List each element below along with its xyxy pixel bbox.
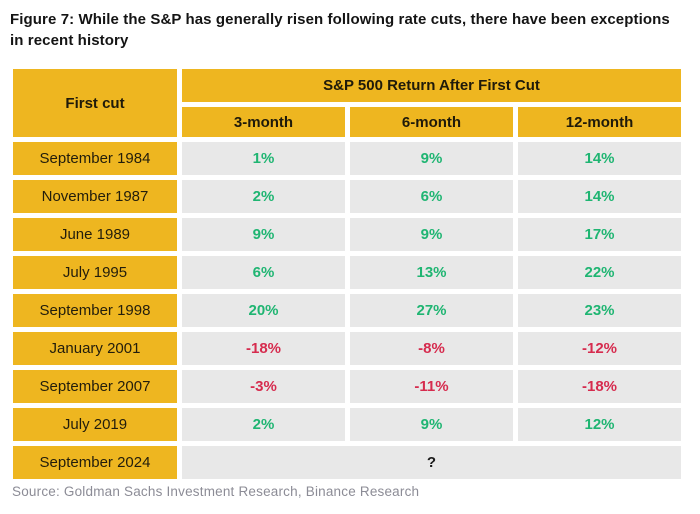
group-header: S&P 500 Return After First Cut bbox=[182, 69, 681, 102]
value-cell: 2% bbox=[182, 408, 345, 441]
header-row-periods: 3-month 6-month 12-month bbox=[13, 107, 681, 137]
value-cell: 1% bbox=[182, 142, 345, 175]
value-cell: -18% bbox=[518, 370, 681, 403]
value-cell: 9% bbox=[350, 408, 513, 441]
table-row-1998: September 1998 20% 27% 23% bbox=[13, 294, 681, 327]
table-row-1995: July 1995 6% 13% 22% bbox=[13, 256, 681, 289]
value-cell: -12% bbox=[518, 332, 681, 365]
col-header-3-month: 3-month bbox=[182, 107, 345, 137]
table-row-1987: November 1987 2% 6% 14% bbox=[13, 180, 681, 213]
row-label: July 2019 bbox=[13, 408, 177, 441]
row-label: July 1995 bbox=[13, 256, 177, 289]
value-cell: 6% bbox=[350, 180, 513, 213]
value-cell: 9% bbox=[182, 218, 345, 251]
value-cell: 20% bbox=[182, 294, 345, 327]
value-cell: 27% bbox=[350, 294, 513, 327]
row-label: June 1989 bbox=[13, 218, 177, 251]
table-row-2019: July 2019 2% 9% 12% bbox=[13, 408, 681, 441]
table-row-2024: September 2024 ? bbox=[13, 446, 681, 479]
value-cell: 14% bbox=[518, 180, 681, 213]
row-label: November 1987 bbox=[13, 180, 177, 213]
row-label: September 1998 bbox=[13, 294, 177, 327]
value-cell: -8% bbox=[350, 332, 513, 365]
table-row-1989: June 1989 9% 9% 17% bbox=[13, 218, 681, 251]
value-cell: 17% bbox=[518, 218, 681, 251]
value-cell: 6% bbox=[182, 256, 345, 289]
first-cut-header: First cut bbox=[13, 69, 177, 137]
value-cell: 22% bbox=[518, 256, 681, 289]
value-cell: -3% bbox=[182, 370, 345, 403]
row-label: September 1984 bbox=[13, 142, 177, 175]
value-cell: 9% bbox=[350, 218, 513, 251]
row-label: January 2001 bbox=[13, 332, 177, 365]
table-row-1984: September 1984 1% 9% 14% bbox=[13, 142, 681, 175]
source-attribution: Source: Goldman Sachs Investment Researc… bbox=[12, 484, 420, 499]
value-cell: 2% bbox=[182, 180, 345, 213]
value-cell: -18% bbox=[182, 332, 345, 365]
table-row-2001: January 2001 -18% -8% -12% bbox=[13, 332, 681, 365]
col-header-12-month: 12-month bbox=[518, 107, 681, 137]
table-row-2007: September 2007 -3% -11% -18% bbox=[13, 370, 681, 403]
value-cell: 9% bbox=[350, 142, 513, 175]
row-label: September 2024 bbox=[13, 446, 177, 479]
value-cell: 23% bbox=[518, 294, 681, 327]
value-cell: 13% bbox=[350, 256, 513, 289]
header-row-group: First cut S&P 500 Return After First Cut bbox=[13, 69, 681, 137]
pending-value-cell: ? bbox=[182, 446, 681, 479]
returns-table: First cut S&P 500 Return After First Cut… bbox=[8, 64, 686, 484]
value-cell: 14% bbox=[518, 142, 681, 175]
row-label: September 2007 bbox=[13, 370, 177, 403]
value-cell: -11% bbox=[350, 370, 513, 403]
figure-title: Figure 7: While the S&P has generally ri… bbox=[10, 11, 670, 49]
col-header-6-month: 6-month bbox=[350, 107, 513, 137]
value-cell: 12% bbox=[518, 408, 681, 441]
